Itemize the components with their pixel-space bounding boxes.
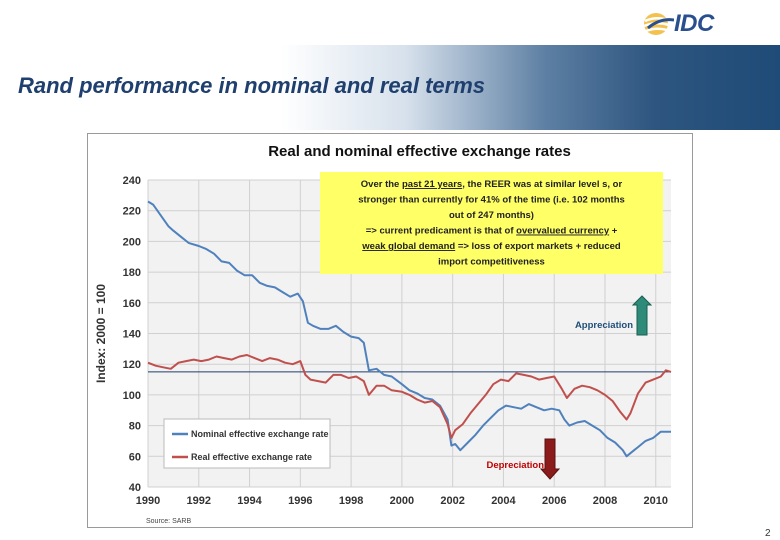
real-series-line [147,354,672,439]
depreciation-label: Depreciation [486,460,544,471]
nominal-series-line [147,200,671,458]
x-tick-label: 2000 [390,495,414,507]
globe-icon [643,13,675,35]
depreciation-arrow [539,438,561,480]
annotation-box [320,172,663,274]
annotation-line: out of 247 months) [449,210,534,221]
x-tick-label: 2002 [440,495,464,507]
x-tick-label: 2006 [542,495,566,507]
annotation-text: + [609,226,618,237]
y-tick-label: 180 [123,267,141,279]
y-tick-label: 140 [123,329,141,341]
exchange-rate-chart: 40 60 80 100 120 140 160 180 200 220 240 1990 1992 19… [94,143,672,525]
chart-title: Real and nominal effective exchange rate… [268,143,571,160]
x-tick-label: 1996 [288,495,312,507]
annotation-text: stronger than currently for 41% of the t… [358,195,625,206]
y-tick-label: 200 [123,236,141,248]
y-tick-label: 100 [123,390,141,402]
x-tick-label: 1998 [339,495,363,507]
y-tick-label: 240 [123,175,141,187]
x-tick-label: 1994 [237,495,262,507]
chart-frame: 40 60 80 100 120 140 160 180 200 220 240 1990 1992 19… [87,133,693,528]
x-tick-label: 2008 [593,495,617,507]
appreciation-arrow [631,295,653,336]
annotation-text: out of 247 months) [449,210,534,221]
annotation-line: stronger than currently for 41% of the t… [358,195,625,206]
annotation-line: import competitiveness [438,257,545,268]
annotation-text: overvalued currency [516,226,610,237]
annotation-text: , the REER was at similar level s, or [462,179,622,190]
title-banner: Rand performance in nominal and real ter… [0,45,780,130]
x-tick-label: 2010 [644,495,668,507]
x-tick-label: 1990 [136,495,160,507]
annotation-text: import competitiveness [438,257,545,268]
y-tick-label: 220 [123,206,141,218]
legend-box [163,418,331,469]
logo-text: IDC [674,10,714,37]
idc-logo: IDC [642,8,752,40]
legend-label: Real effective exchange rate [191,452,312,462]
legend-label: Nominal effective exchange rate [191,429,329,439]
annotation-text: past 21 years [402,179,462,190]
y-tick-label: 160 [123,298,141,310]
annotation-line: weak global demand => loss of export mar… [361,241,621,252]
y-tick-label: 40 [129,482,141,494]
annotation-text: => loss of export markets + reduced [455,241,621,252]
page-number: 2 [765,528,771,539]
y-axis-label: Index: 2000 = 100 [94,284,108,383]
annotation-text: => current predicament is that of [366,226,516,237]
annotation-text: Over the [361,179,402,190]
appreciation-label: Appreciation [575,320,633,331]
y-tick-label: 60 [129,451,141,463]
x-tick-label: 1992 [187,495,211,507]
annotation-line: => current predicament is that of overva… [366,226,618,237]
annotation-line: Over the past 21 years, the REER was at … [361,179,623,190]
y-tick-label: 120 [123,359,141,371]
source-note: Source: SARB [146,518,191,525]
slide-title: Rand performance in nominal and real ter… [18,73,486,98]
x-tick-label: 2004 [491,495,516,507]
annotation-text: weak global demand [361,241,455,252]
y-tick-label: 80 [129,421,141,433]
